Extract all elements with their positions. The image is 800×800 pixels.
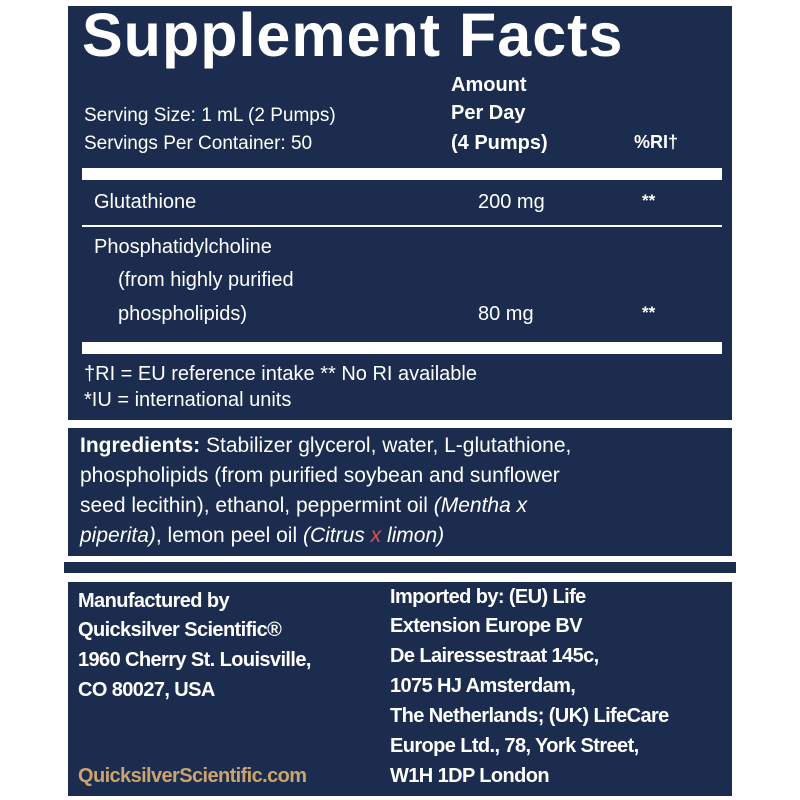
ingredients-line: seed lecithin), ethanol, peppermint oil … bbox=[80, 494, 527, 518]
importer-line: 1075 HJ Amsterdam, bbox=[390, 675, 576, 697]
importer-line: The Netherlands; (UK) LifeCare bbox=[390, 705, 669, 727]
amount-header-1: Amount bbox=[451, 74, 527, 96]
ingredients-text: Stabilizer glycerol, water, L-glutathion… bbox=[200, 434, 572, 457]
ingredients-label: Ingredients: bbox=[80, 434, 201, 457]
website-link[interactable]: QuicksilverScientific.com bbox=[78, 765, 307, 787]
ri-header: %RI† bbox=[634, 132, 679, 152]
serving-size: Serving Size: 1 mL (2 Pumps) bbox=[84, 105, 336, 126]
manufacturer-line: Manufactured by bbox=[78, 590, 230, 612]
ingredients-latin: piperita) bbox=[80, 524, 156, 547]
row-ri: ** bbox=[642, 303, 656, 322]
footnote: *IU = international units bbox=[84, 389, 292, 411]
row-name-line3: phospholipids) bbox=[118, 303, 247, 325]
ingredients-latin: (Citrus bbox=[302, 524, 371, 547]
row-ri: ** bbox=[642, 191, 656, 210]
page-title: Supplement Facts bbox=[82, 1, 624, 69]
importer-line: Extension Europe BV bbox=[390, 615, 583, 637]
divider-thick bbox=[82, 342, 722, 354]
servings-per-container: Servings Per Container: 50 bbox=[84, 133, 313, 154]
importer-line: De Lairessestraat 145c, bbox=[390, 645, 599, 667]
importer-line: Europe Ltd., 78, York Street, bbox=[390, 735, 639, 757]
amount-header-3: (4 Pumps) bbox=[451, 132, 548, 154]
manufacturer-line: 1960 Cherry St. Louisville, bbox=[78, 649, 311, 671]
importer-line: Imported by: (EU) Life bbox=[390, 586, 586, 608]
ingredients-latin: limon) bbox=[381, 524, 445, 547]
ingredients-latin: (Mentha x bbox=[433, 494, 528, 517]
row-name: Glutathione bbox=[94, 191, 197, 213]
ingredients-line: phospholipids (from purified soybean and… bbox=[80, 464, 560, 487]
ingredients-panel: Ingredients: Stabilizer glycerol, water,… bbox=[68, 428, 732, 556]
row-amount: 80 mg bbox=[478, 303, 534, 325]
ingredients-text: , lemon peel oil bbox=[155, 524, 303, 547]
row-amount: 200 mg bbox=[478, 191, 545, 213]
row-name-line1: Phosphatidylcholine bbox=[94, 236, 272, 258]
importer-line: W1H 1DP London bbox=[390, 765, 550, 787]
footnote: †RI = EU reference intake ** No RI avail… bbox=[84, 363, 477, 385]
separator-band bbox=[64, 562, 736, 573]
ingredients-text: seed lecithin), ethanol, peppermint oil bbox=[80, 494, 434, 517]
ingredients-line: piperita), lemon peel oil (Citrus x limo… bbox=[80, 524, 444, 548]
supplement-facts-panel: Supplement Facts Serving Size: 1 mL (2 P… bbox=[68, 1, 732, 420]
company-panel: Manufactured by Quicksilver Scientific® … bbox=[68, 582, 732, 796]
ingredients-line: Ingredients: Stabilizer glycerol, water,… bbox=[80, 434, 571, 458]
manufacturer-line: CO 80027, USA bbox=[78, 679, 215, 701]
divider-thick bbox=[82, 168, 722, 180]
divider-thin bbox=[82, 225, 722, 227]
ingredients-x-mark: x bbox=[370, 524, 382, 547]
row-name-line2: (from highly purified bbox=[118, 269, 294, 291]
amount-header-2: Per Day bbox=[451, 102, 526, 124]
manufacturer-line: Quicksilver Scientific® bbox=[78, 619, 282, 641]
